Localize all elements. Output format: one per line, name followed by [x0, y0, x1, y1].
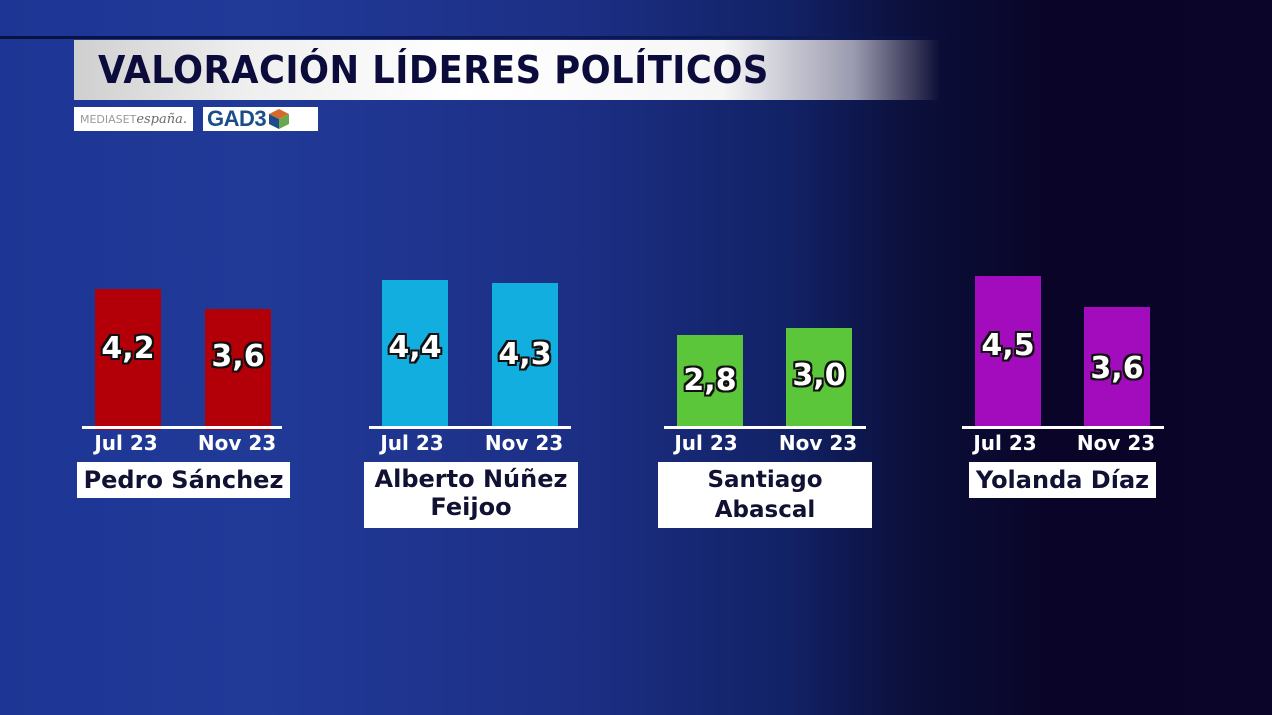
leader-name-diaz: Yolanda Díaz: [969, 462, 1156, 498]
axis-line: [664, 426, 866, 429]
leader-name-sanchez: Pedro Sánchez: [77, 462, 290, 498]
bar-diaz-nov: 3,6: [1084, 307, 1150, 427]
value-label: 4,4: [388, 330, 442, 365]
axis-line: [962, 426, 1164, 429]
period-label: Nov 23: [484, 431, 564, 455]
bar-abascal-nov: 3,0: [786, 328, 852, 427]
chart-group-abascal: 2,8 3,0: [662, 200, 872, 427]
period-label: Jul 23: [973, 431, 1037, 455]
mediaset-logo: MEDIASET españa.: [74, 107, 193, 131]
leader-name-text: Alberto Núñez Feijoo: [374, 465, 568, 521]
chart-group-feijoo: 4,4 4,3: [368, 200, 578, 427]
gad3-cube-icon: [269, 109, 290, 129]
period-label: Jul 23: [380, 431, 444, 455]
value-label: 3,0: [792, 358, 846, 393]
axis-line: [369, 426, 571, 429]
mediaset-logo-main: MEDIASET: [79, 112, 137, 126]
gad3-logo: GAD3: [203, 106, 318, 131]
leader-name-abascal: Santiago Abascal: [658, 462, 872, 528]
bar-sanchez-jul: 4,2: [95, 289, 161, 430]
bar-sanchez-nov: 3,6: [205, 309, 271, 430]
chart-group-diaz: 4,5 3,6: [960, 200, 1170, 427]
period-label: Nov 23: [778, 431, 858, 455]
value-label: 4,2: [101, 331, 155, 366]
bar-diaz-jul: 4,5: [975, 276, 1041, 427]
leader-name-feijoo: Alberto Núñez Feijoo: [364, 462, 578, 528]
bar-feijoo-jul: 4,4: [382, 280, 448, 427]
top-divider-line: [0, 36, 1272, 39]
value-label: 3,6: [1090, 351, 1144, 386]
gad3-logo-text: GAD3: [207, 106, 267, 131]
chart-group-sanchez: 4,2 3,6: [80, 200, 290, 430]
mediaset-logo-sub: españa.: [136, 111, 188, 127]
page-title: VALORACIÓN LÍDERES POLÍTICOS: [98, 48, 769, 92]
value-label: 4,5: [981, 328, 1035, 363]
bar-abascal-jul: 2,8: [677, 335, 743, 427]
bar-feijoo-nov: 4,3: [492, 283, 558, 427]
title-banner: VALORACIÓN LÍDERES POLÍTICOS: [74, 40, 940, 100]
period-label: Nov 23: [197, 431, 277, 455]
value-label: 2,8: [683, 363, 737, 398]
period-label: Jul 23: [674, 431, 738, 455]
axis-line: [82, 426, 282, 429]
period-label: Jul 23: [94, 431, 158, 455]
value-label: 3,6: [211, 339, 265, 374]
period-label: Nov 23: [1076, 431, 1156, 455]
value-label: 4,3: [498, 337, 552, 372]
